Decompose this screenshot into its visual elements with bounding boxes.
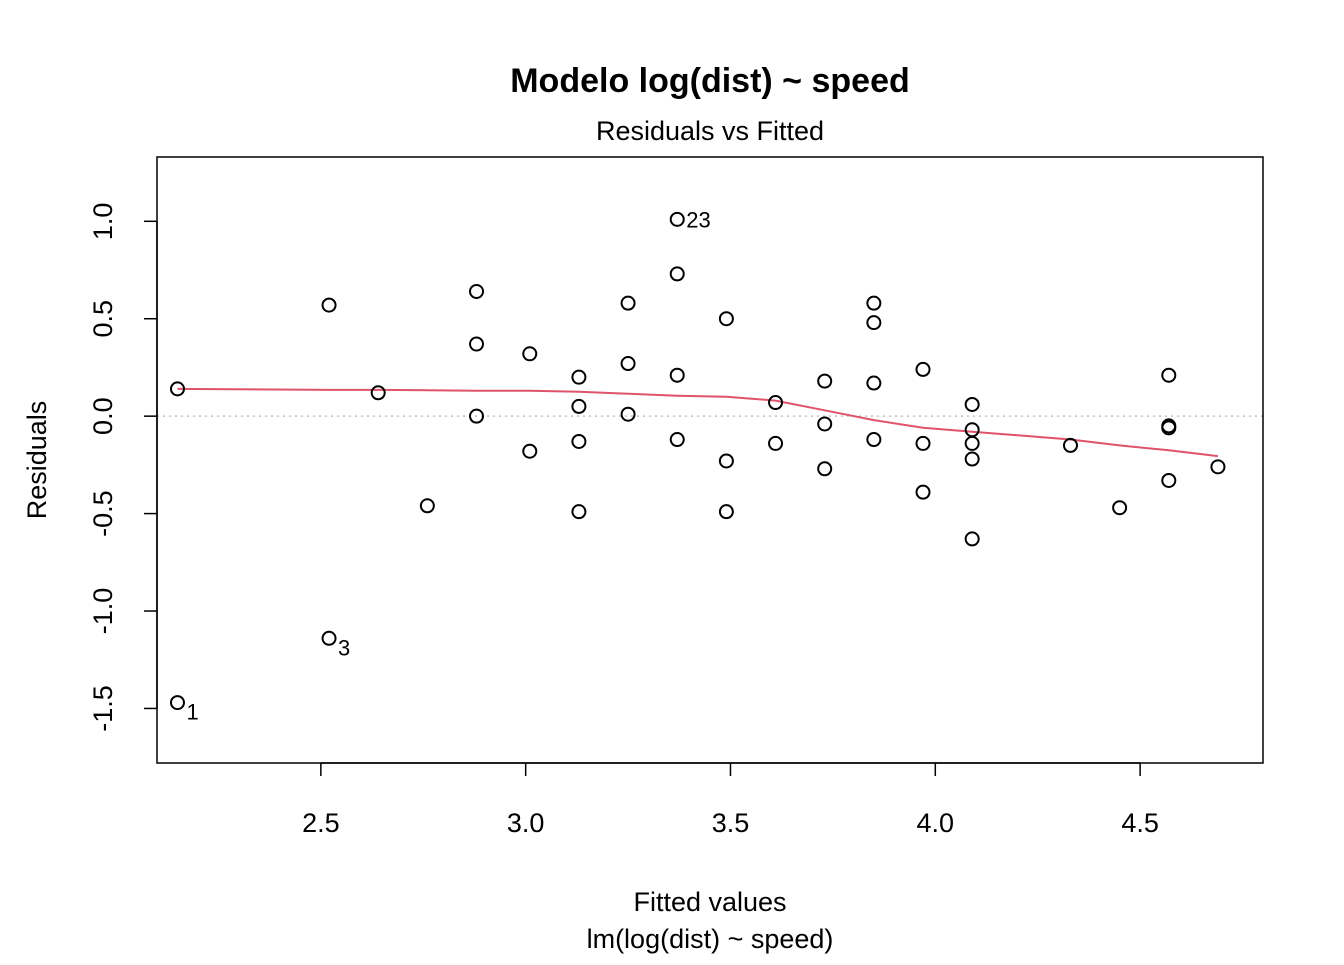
smoother-line	[177, 387, 1219, 458]
data-point	[571, 433, 587, 449]
data-point	[620, 406, 636, 422]
data-point	[915, 361, 931, 377]
data-point	[321, 297, 337, 313]
y-axis-label: Residuals	[22, 401, 52, 520]
data-point	[964, 451, 980, 467]
data-point	[866, 375, 882, 391]
y-tick-label: -1.0	[88, 588, 118, 635]
data-point	[768, 435, 784, 451]
data-point	[817, 416, 833, 432]
data-point	[1161, 420, 1177, 436]
data-point	[620, 356, 636, 372]
y-axis: -1.5 -1.0 -0.5 0.0 0.5 1.0	[88, 203, 158, 732]
data-point	[964, 531, 980, 547]
data-point	[169, 695, 185, 711]
x-axis-label: Fitted values	[633, 887, 786, 917]
data-point	[768, 395, 784, 411]
data-point	[669, 367, 685, 383]
point-label: 23	[686, 207, 710, 232]
data-point	[522, 346, 538, 362]
data-point	[669, 432, 685, 448]
residual-points	[169, 211, 1226, 711]
data-point	[718, 453, 734, 469]
data-point	[321, 630, 337, 646]
data-point	[669, 211, 685, 227]
data-point	[1210, 459, 1226, 475]
data-point	[866, 432, 882, 448]
data-point	[620, 295, 636, 311]
smoother-line-path	[177, 387, 1219, 458]
data-point	[419, 498, 435, 514]
x-tick-label: 4.0	[917, 808, 955, 838]
point-label: 1	[186, 700, 198, 725]
chart-subtitle: Residuals vs Fitted	[596, 116, 824, 146]
data-point	[169, 381, 185, 397]
data-point	[964, 435, 980, 451]
x-tick-label: 2.5	[302, 808, 340, 838]
data-point	[964, 396, 980, 412]
data-point	[964, 422, 980, 438]
data-point	[915, 484, 931, 500]
point-label: 3	[338, 635, 350, 660]
data-point	[718, 504, 734, 520]
data-point	[522, 443, 538, 459]
data-point	[866, 295, 882, 311]
data-point	[370, 385, 386, 401]
data-point	[571, 369, 587, 385]
data-point	[469, 336, 485, 352]
x-tick-label: 3.0	[507, 808, 545, 838]
x-axis: 2.5 3.0 3.5 4.0 4.5	[302, 762, 1159, 838]
chart-title: Modelo log(dist) ~ speed	[510, 62, 910, 100]
y-tick-label: -0.5	[88, 490, 118, 537]
data-point	[571, 398, 587, 414]
data-point	[469, 408, 485, 424]
data-point	[866, 315, 882, 331]
data-point	[669, 266, 685, 282]
data-point	[915, 435, 931, 451]
x-axis-sublabel: lm(log(dist) ~ speed)	[587, 924, 834, 954]
plot-frame	[156, 156, 1264, 764]
data-point	[1062, 437, 1078, 453]
x-tick-label: 4.5	[1121, 808, 1159, 838]
data-point	[1161, 367, 1177, 383]
data-point	[571, 504, 587, 520]
data-point	[1161, 472, 1177, 488]
data-point	[718, 311, 734, 327]
point-labels: 1 3 23	[186, 207, 710, 724]
y-tick-label: 0.0	[88, 397, 118, 435]
x-tick-label: 3.5	[712, 808, 750, 838]
data-point	[469, 283, 485, 299]
y-tick-label: -1.5	[88, 685, 118, 732]
y-tick-label: 0.5	[88, 300, 118, 338]
data-point	[817, 461, 833, 477]
data-point	[817, 373, 833, 389]
y-tick-label: 1.0	[88, 203, 118, 241]
data-point	[1112, 500, 1128, 516]
